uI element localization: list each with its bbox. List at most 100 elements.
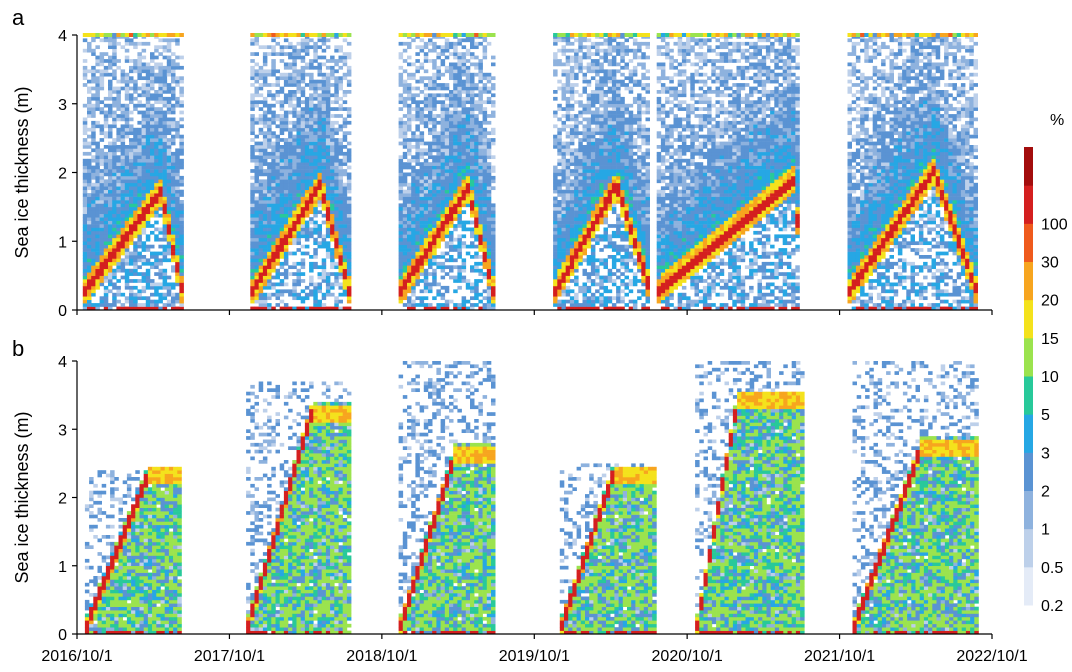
heatmap-cell bbox=[317, 124, 322, 129]
heatmap-cell bbox=[486, 272, 492, 276]
heatmap-cell bbox=[292, 296, 297, 301]
heatmap-cell bbox=[296, 172, 301, 177]
heatmap-cell bbox=[338, 196, 343, 201]
heatmap-cell bbox=[402, 175, 408, 180]
heatmap-cell bbox=[478, 158, 483, 163]
heatmap-cell bbox=[124, 134, 130, 139]
heatmap-cell bbox=[91, 120, 96, 125]
heatmap-cell bbox=[478, 96, 483, 101]
heatmap-cell bbox=[574, 189, 579, 194]
heatmap-cell bbox=[557, 258, 562, 263]
heatmap-cell bbox=[258, 237, 264, 242]
heatmap-cell bbox=[95, 83, 100, 87]
heatmap-cell bbox=[419, 182, 425, 187]
heatmap-cell bbox=[453, 193, 458, 197]
heatmap-cell bbox=[292, 306, 297, 311]
heatmap-cell bbox=[313, 148, 318, 153]
heatmap-cell bbox=[423, 172, 429, 177]
heatmap-cell bbox=[398, 117, 404, 122]
heatmap-cell bbox=[162, 258, 168, 263]
heatmap-cell bbox=[398, 134, 404, 139]
heatmap-cell bbox=[112, 141, 117, 146]
heatmap-cell bbox=[254, 141, 259, 146]
heatmap-cell bbox=[99, 210, 105, 215]
heatmap-cell bbox=[150, 59, 155, 63]
heatmap-cell bbox=[330, 186, 335, 191]
heatmap-cell bbox=[411, 134, 416, 139]
heatmap-cell bbox=[171, 96, 176, 101]
heatmap-cell bbox=[423, 158, 429, 163]
heatmap-cell bbox=[124, 220, 130, 225]
heatmap-cell bbox=[162, 45, 168, 50]
heatmap-cell bbox=[411, 275, 416, 280]
heatmap-cell bbox=[491, 255, 496, 259]
heatmap-cell bbox=[309, 76, 314, 81]
heatmap-cell bbox=[569, 210, 575, 215]
heatmap-cell bbox=[317, 200, 322, 204]
heatmap-cell bbox=[133, 200, 138, 204]
heatmap-cell bbox=[150, 189, 155, 194]
heatmap-cell bbox=[478, 79, 483, 84]
heatmap-cell bbox=[271, 203, 276, 208]
heatmap-cell bbox=[133, 230, 138, 235]
heatmap-cell bbox=[565, 186, 571, 191]
heatmap-cell bbox=[103, 285, 109, 290]
heatmap-cell bbox=[175, 299, 180, 304]
heatmap-cell bbox=[346, 234, 352, 239]
heatmap-cell bbox=[449, 193, 454, 197]
heatmap-cell bbox=[486, 248, 492, 252]
top-band-cell bbox=[145, 33, 151, 37]
heatmap-cell bbox=[317, 131, 322, 136]
heatmap-cell bbox=[137, 148, 142, 153]
heatmap-cell bbox=[561, 241, 566, 246]
heatmap-cell bbox=[415, 145, 420, 149]
heatmap-cell bbox=[415, 265, 420, 270]
heatmap-cell bbox=[103, 182, 109, 187]
heatmap-cell bbox=[300, 138, 306, 142]
heatmap-cell bbox=[271, 114, 276, 118]
heatmap-cell bbox=[582, 227, 587, 232]
heatmap-cell bbox=[154, 210, 159, 215]
heatmap-cell bbox=[565, 151, 571, 156]
heatmap-cell bbox=[313, 165, 318, 170]
heatmap-cell bbox=[162, 206, 168, 211]
heatmap-cell bbox=[428, 234, 433, 239]
heatmap-cell bbox=[419, 134, 425, 139]
heatmap-cell bbox=[283, 220, 289, 225]
heatmap-cell bbox=[569, 248, 575, 252]
heatmap-cell bbox=[440, 131, 446, 136]
heatmap-cell bbox=[283, 227, 289, 232]
heatmap-cell bbox=[398, 241, 404, 246]
heatmap-cell bbox=[586, 275, 592, 280]
heatmap-cell bbox=[141, 93, 147, 98]
heatmap-cell bbox=[158, 65, 163, 70]
top-band-cell bbox=[330, 33, 335, 37]
heatmap-cell bbox=[300, 203, 306, 208]
heatmap-cell bbox=[407, 62, 412, 67]
heatmap-cell bbox=[334, 306, 339, 311]
heatmap-cell bbox=[325, 103, 331, 108]
heatmap-cell bbox=[95, 241, 100, 246]
heatmap-cell bbox=[283, 155, 289, 160]
heatmap-cell bbox=[179, 244, 184, 249]
heatmap-cell bbox=[582, 79, 587, 84]
heatmap-cell bbox=[565, 213, 571, 218]
heatmap-cell bbox=[254, 179, 259, 184]
heatmap-cell bbox=[283, 241, 289, 246]
heatmap-cell bbox=[108, 230, 113, 235]
heatmap-cell bbox=[254, 162, 259, 166]
heatmap-cell bbox=[482, 55, 488, 60]
heatmap-cell bbox=[108, 213, 113, 218]
heatmap-cell bbox=[275, 272, 280, 276]
heatmap-cell bbox=[440, 114, 446, 118]
heatmap-cell bbox=[175, 275, 180, 280]
heatmap-cell bbox=[402, 193, 408, 197]
heatmap-cell bbox=[582, 268, 587, 273]
heatmap-cell bbox=[317, 103, 322, 108]
heatmap-cell bbox=[267, 169, 272, 173]
heatmap-cell bbox=[171, 69, 176, 74]
heatmap-cell bbox=[338, 179, 343, 184]
heatmap-cell bbox=[292, 65, 297, 70]
heatmap-cell bbox=[415, 196, 420, 201]
heatmap-cell bbox=[419, 206, 425, 211]
